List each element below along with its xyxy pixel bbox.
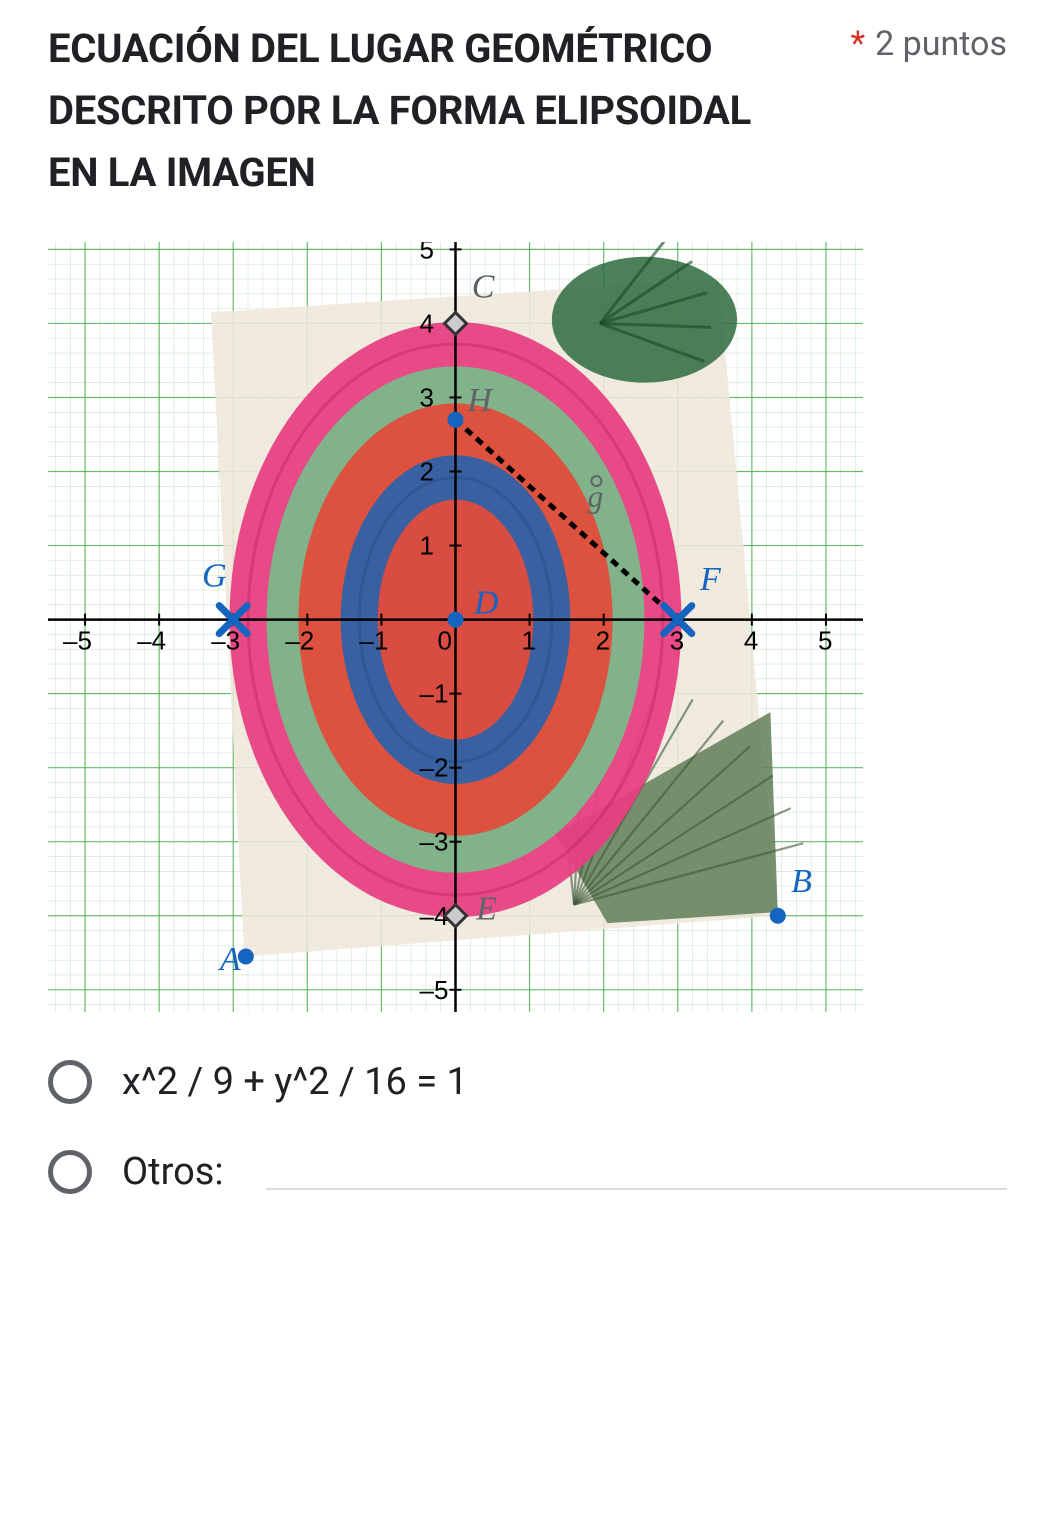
svg-text:A: A [218, 941, 241, 978]
svg-text:C: C [472, 269, 495, 306]
other-text-input[interactable] [266, 1154, 1007, 1190]
svg-text:0: 0 [438, 626, 452, 656]
svg-text:D: D [473, 585, 499, 622]
svg-text:E: E [475, 890, 497, 927]
svg-text:2: 2 [420, 457, 434, 487]
svg-text:4: 4 [744, 626, 758, 656]
points-badge: * 2 puntos [850, 24, 1007, 64]
radio-option-other[interactable] [48, 1150, 92, 1194]
svg-text:4: 4 [420, 308, 434, 338]
svg-text:–1: –1 [420, 679, 449, 709]
points-label: 2 puntos [875, 24, 1007, 64]
graph-figure: –5–4–3–2–1012345–5–4–3–2–112345gABCDEFGH [48, 242, 863, 1012]
svg-text:–2: –2 [285, 626, 314, 656]
svg-text:–5: –5 [420, 975, 449, 1005]
svg-text:–2: –2 [420, 753, 449, 783]
svg-text:1: 1 [522, 626, 536, 656]
option-row-0[interactable]: x^2 / 9 + y^2 / 16 = 1 [48, 1060, 1007, 1104]
svg-text:–4: –4 [137, 626, 166, 656]
options-list: x^2 / 9 + y^2 / 16 = 1 Otros: [48, 1060, 1007, 1194]
svg-text:1: 1 [420, 531, 434, 561]
svg-text:–5: –5 [63, 626, 92, 656]
svg-text:H: H [466, 382, 494, 419]
svg-text:B: B [791, 863, 812, 900]
svg-text:–3: –3 [420, 827, 449, 857]
option-label-0: x^2 / 9 + y^2 / 16 = 1 [122, 1060, 468, 1104]
svg-text:2: 2 [596, 626, 610, 656]
svg-text:F: F [699, 561, 722, 598]
option-row-other[interactable]: Otros: [48, 1150, 1007, 1194]
coordinate-graph: –5–4–3–2–1012345–5–4–3–2–112345gABCDEFGH [48, 242, 863, 1012]
svg-text:5: 5 [818, 626, 832, 656]
svg-text:–1: –1 [359, 626, 388, 656]
svg-text:5: 5 [420, 242, 434, 264]
required-marker: * [850, 24, 865, 64]
svg-text:3: 3 [420, 382, 434, 412]
svg-text:G: G [202, 557, 227, 594]
option-label-other: Otros: [122, 1150, 224, 1194]
question-title: ECUACIÓN DEL LUGAR GEOMÉTRICO DESCRITO P… [48, 18, 768, 204]
radio-option-0[interactable] [48, 1060, 92, 1104]
